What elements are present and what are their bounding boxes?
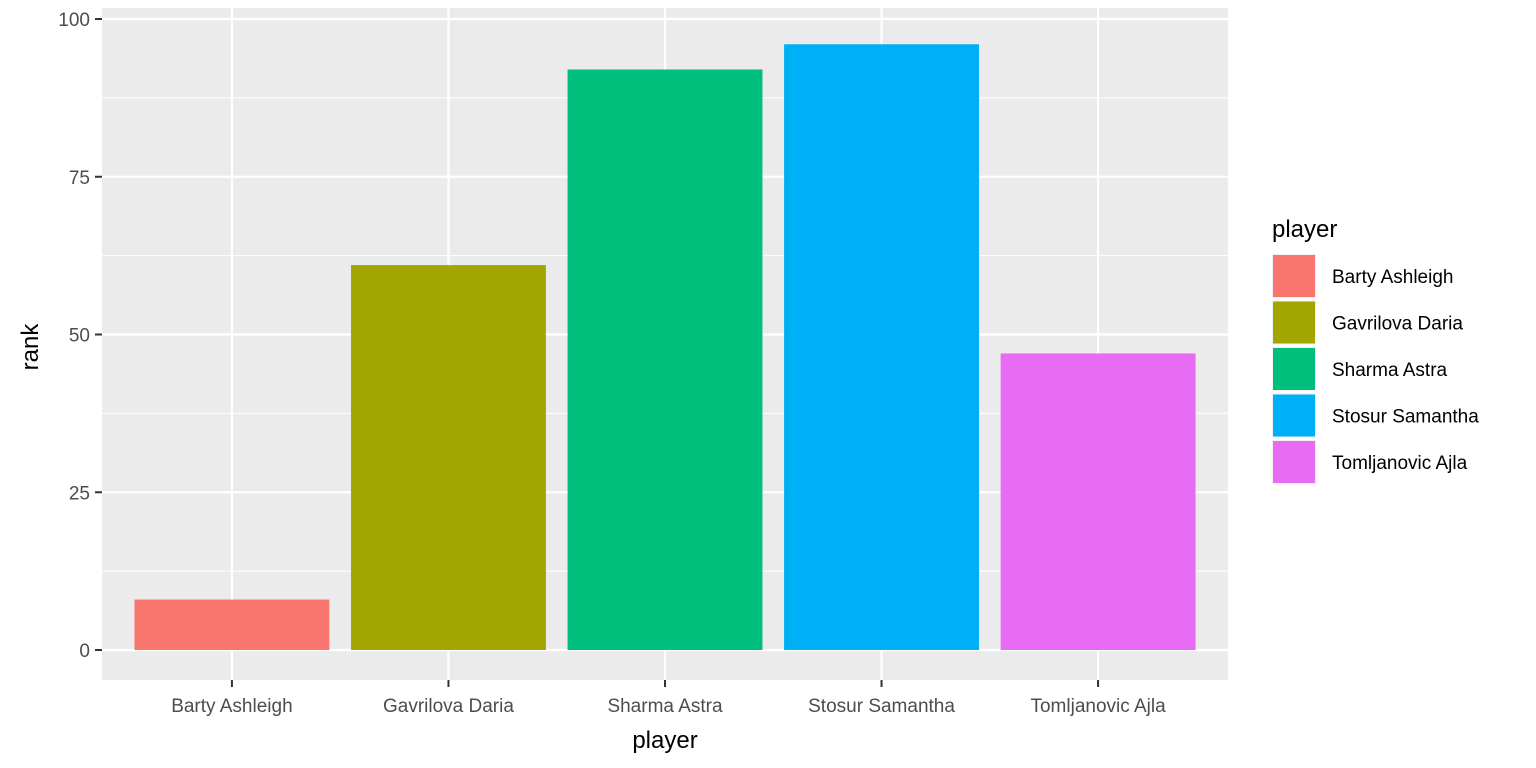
y-axis: 0 25 50 75 100 bbox=[58, 10, 102, 662]
y-tick-label: 0 bbox=[79, 641, 90, 662]
legend-label: Tomljanovic Ajla bbox=[1332, 453, 1468, 474]
legend-title: player bbox=[1272, 216, 1337, 243]
x-axis: Barty Ashleigh Gavrilova Daria Sharma Astr… bbox=[171, 680, 1166, 717]
x-axis-title: player bbox=[632, 727, 697, 754]
legend: player Barty Ashleigh Gavrilova Daria Shar… bbox=[1272, 216, 1479, 484]
y-axis-title: rank bbox=[17, 323, 44, 371]
bar-1 bbox=[134, 599, 330, 650]
legend-swatch-2 bbox=[1273, 301, 1315, 344]
x-tick-label: Sharma Astra bbox=[607, 696, 723, 717]
bars bbox=[134, 44, 1196, 651]
legend-label: Sharma Astra bbox=[1332, 360, 1448, 381]
bar-4 bbox=[784, 44, 979, 651]
legend-swatch-5 bbox=[1273, 441, 1315, 483]
x-tick-label: Gavrilova Daria bbox=[383, 696, 514, 717]
y-tick-label: 50 bbox=[69, 326, 90, 347]
legend-label: Gavrilova Daria bbox=[1332, 314, 1463, 335]
legend-swatch-3 bbox=[1273, 348, 1315, 390]
bar-2 bbox=[351, 265, 546, 650]
y-tick-label: 25 bbox=[69, 483, 90, 504]
legend-swatch-1 bbox=[1273, 255, 1315, 297]
legend-swatch-4 bbox=[1273, 394, 1315, 437]
legend-label: Stosur Samantha bbox=[1332, 407, 1479, 428]
bar-3 bbox=[567, 69, 763, 651]
y-tick-label: 100 bbox=[58, 10, 90, 31]
legend-label: Barty Ashleigh bbox=[1332, 267, 1453, 288]
bar-5 bbox=[1000, 353, 1196, 650]
x-tick-label: Tomljanovic Ajla bbox=[1030, 696, 1166, 717]
y-tick-label: 75 bbox=[69, 168, 90, 189]
x-tick-label: Stosur Samantha bbox=[808, 696, 955, 717]
x-tick-label: Barty Ashleigh bbox=[171, 696, 292, 717]
